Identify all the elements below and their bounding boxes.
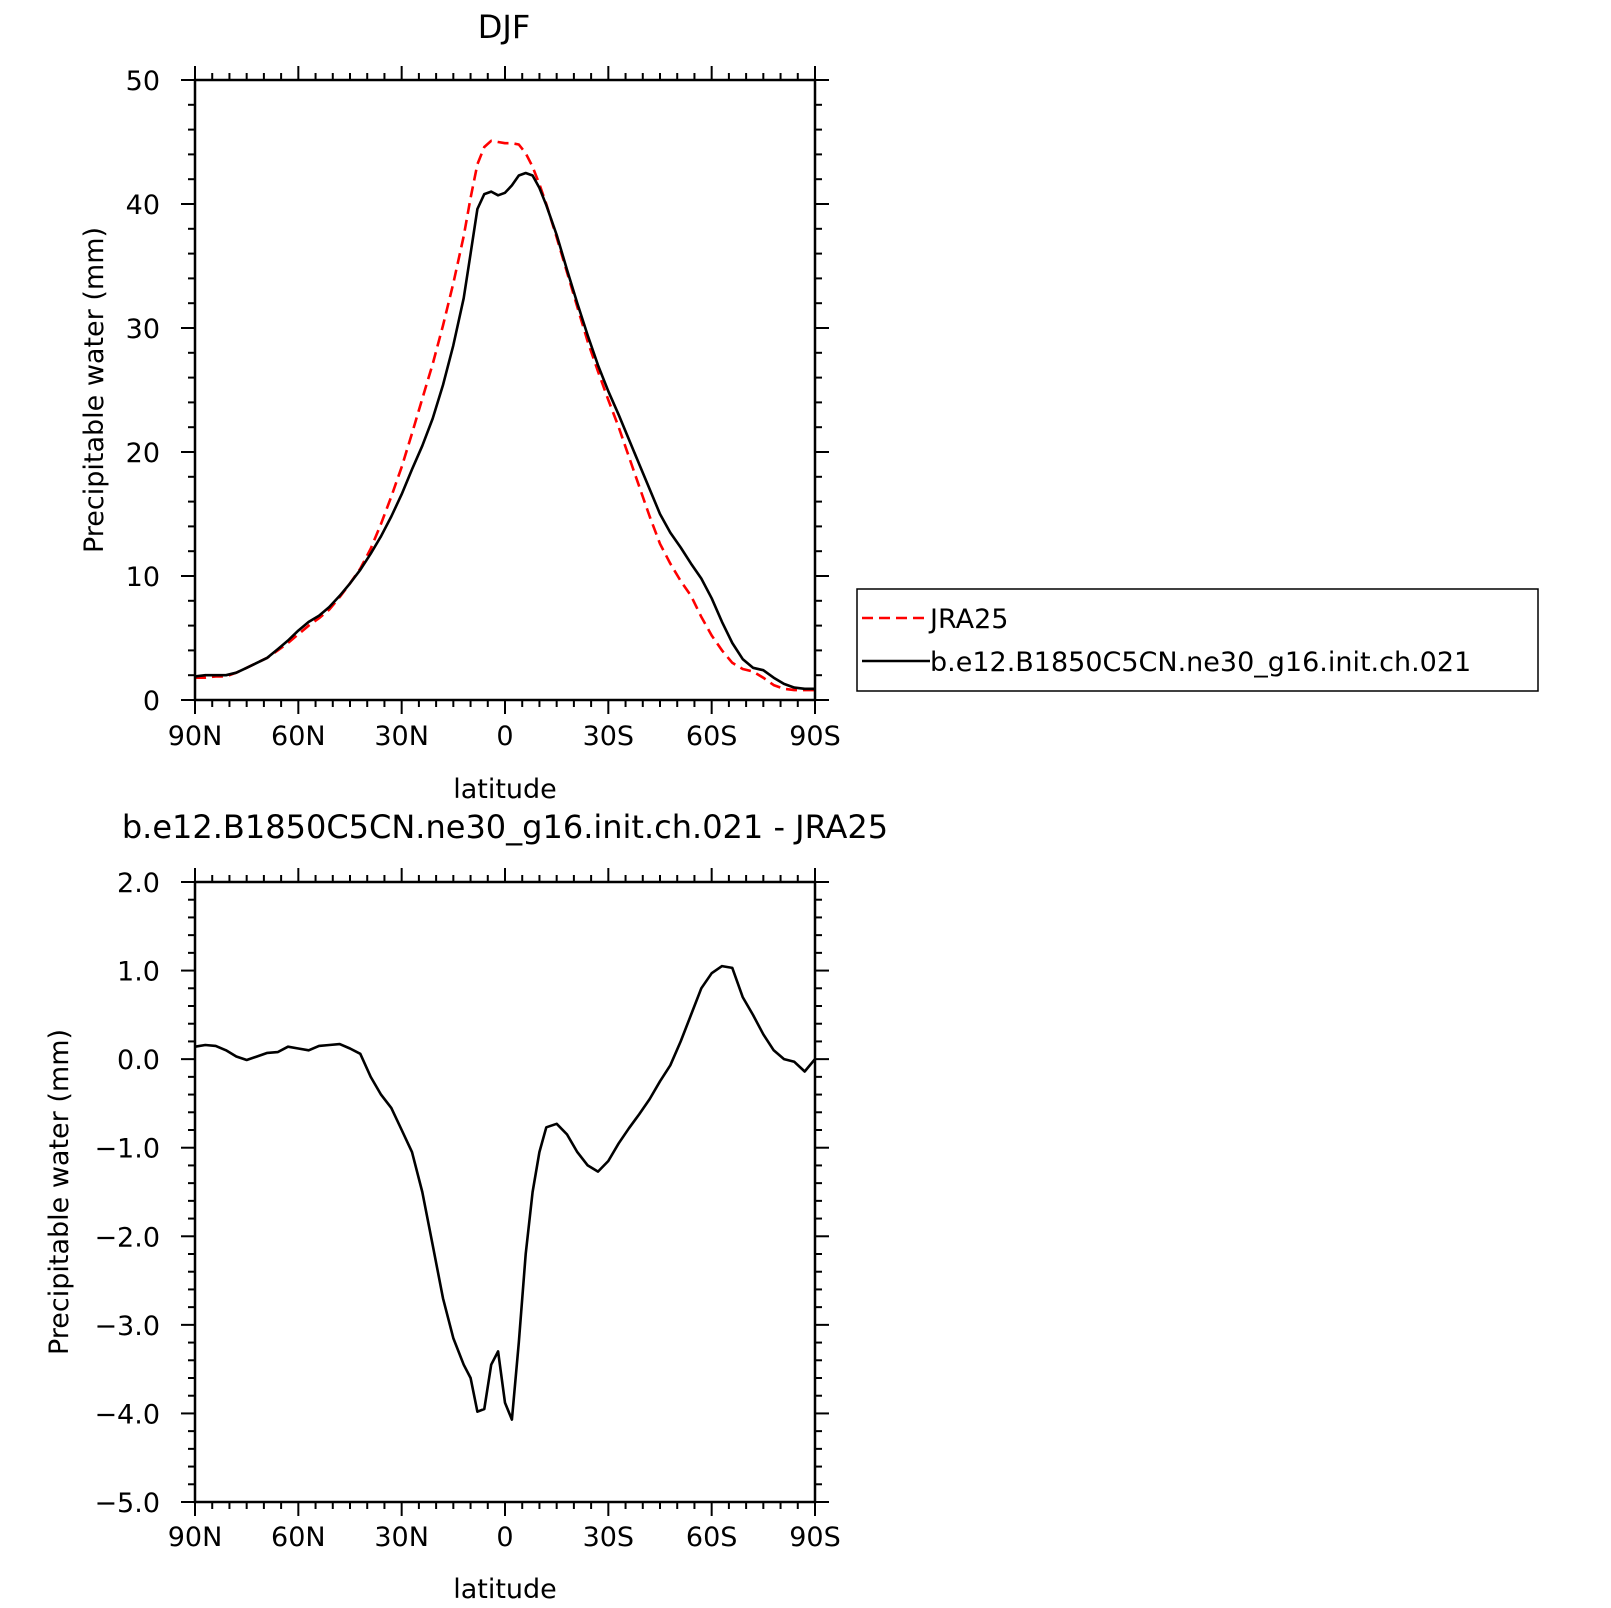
x-tick-label: 0 xyxy=(496,721,513,752)
bottom-x-axis-label: latitude xyxy=(453,1574,557,1605)
x-tick-label: 0 xyxy=(496,1522,513,1553)
bottom-chart-title: b.e12.B1850C5CN.ne30_g16.init.ch.021 - J… xyxy=(122,808,888,846)
top-chart-series xyxy=(194,139,815,692)
y-tick-label: −3.0 xyxy=(94,1311,160,1342)
top-plot-frame xyxy=(193,78,817,702)
x-tick-label: 30S xyxy=(583,1522,635,1553)
y-tick-label: 0 xyxy=(143,686,160,717)
y-tick-label: 50 xyxy=(126,66,160,97)
legend: JRA25 b.e12.B1850C5CN.ne30_g16.init.ch.0… xyxy=(856,588,1539,692)
top-chart: DJF 90N 60N 30N 0 30S 60S 90S 0 10 20 30 40 50 lati… xyxy=(79,8,841,805)
y-tick-label: 0.0 xyxy=(117,1045,160,1076)
y-tick-label: 10 xyxy=(126,562,160,593)
y-tick-label: −4.0 xyxy=(94,1399,160,1430)
y-tick-label: 40 xyxy=(126,190,160,221)
series-line-jra25 xyxy=(195,139,815,692)
x-tick-label: 30N xyxy=(374,1522,429,1553)
x-tick-label: 60S xyxy=(686,1522,738,1553)
legend-label-model: b.e12.B1850C5CN.ne30_g16.init.ch.021 xyxy=(930,647,1471,678)
x-tick-label: 60N xyxy=(271,1522,326,1553)
y-tick-label: 20 xyxy=(126,438,160,469)
legend-box xyxy=(856,588,1539,692)
y-tick-label: 30 xyxy=(126,314,160,345)
y-tick-label: −5.0 xyxy=(94,1488,160,1519)
legend-label-jra25: JRA25 xyxy=(928,604,1008,635)
y-tick-label: 2.0 xyxy=(117,868,160,899)
series-line-difference xyxy=(194,964,817,1421)
x-tick-label: 30S xyxy=(583,721,635,752)
top-x-axis-label: latitude xyxy=(453,774,557,805)
x-tick-label: 90N xyxy=(168,1522,223,1553)
bottom-chart: b.e12.B1850C5CN.ne30_g16.init.ch.021 - J… xyxy=(44,808,888,1605)
x-tick-label: 60N xyxy=(271,721,326,752)
bottom-chart-series xyxy=(194,964,817,1421)
x-tick-label: 90S xyxy=(789,721,841,752)
y-tick-label: −2.0 xyxy=(94,1222,160,1253)
series-line-model xyxy=(194,171,815,691)
top-y-axis-label: Precipitable water (mm) xyxy=(79,227,110,553)
bottom-y-axis-label: Precipitable water (mm) xyxy=(44,1029,75,1355)
x-tick-label: 90S xyxy=(789,1522,841,1553)
x-tick-label: 60S xyxy=(686,721,738,752)
top-y-tick-labels: 0 10 20 30 40 50 xyxy=(126,66,160,717)
y-tick-label: 1.0 xyxy=(117,957,160,988)
bottom-x-tick-labels: 90N 60N 30N 0 30S 60S 90S xyxy=(168,1522,841,1553)
y-tick-label: −1.0 xyxy=(94,1134,160,1165)
x-tick-label: 90N xyxy=(168,721,223,752)
bottom-y-tick-labels: 2.0 1.0 0.0 −1.0 −2.0 −3.0 −4.0 −5.0 xyxy=(94,868,160,1519)
top-x-tick-labels: 90N 60N 30N 0 30S 60S 90S xyxy=(168,721,841,752)
x-tick-label: 30N xyxy=(374,721,429,752)
top-chart-title: DJF xyxy=(478,8,530,46)
bottom-plot-frame xyxy=(193,880,817,1504)
